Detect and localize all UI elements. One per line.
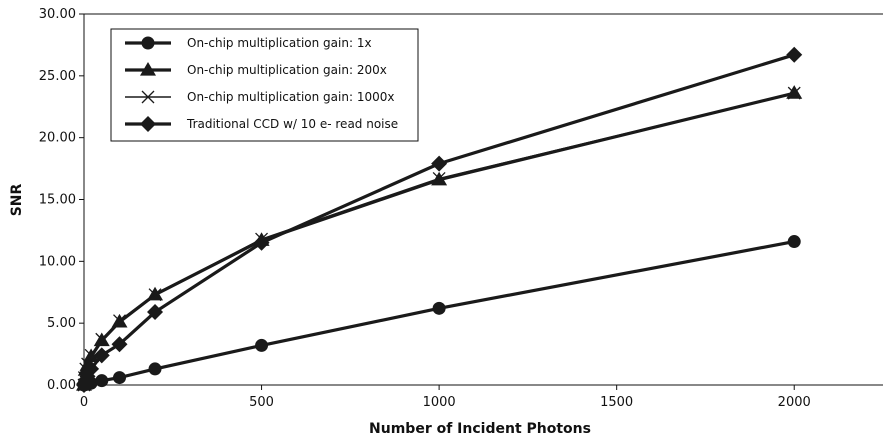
x-axis-title: Number of Incident Photons — [369, 421, 591, 437]
data-point-x — [432, 172, 446, 185]
data-point-diamond — [786, 46, 803, 63]
data-point-circle — [432, 301, 446, 315]
legend-label: On-chip multiplication gain: 1x — [187, 36, 372, 50]
y-tick-label: 30.00 — [39, 7, 76, 22]
y-axis-title: SNR — [9, 183, 25, 216]
data-point-diamond — [83, 360, 100, 377]
x-tick-label: 0 — [80, 395, 88, 410]
data-point-x — [787, 86, 801, 100]
data-point-x — [95, 332, 109, 346]
data-point-circle — [255, 338, 269, 352]
legend-marker-triangle — [140, 62, 156, 76]
x-tick-label: 1500 — [600, 395, 633, 410]
data-point-circle — [95, 374, 109, 388]
data-point-x — [113, 314, 126, 328]
legend-box — [110, 28, 419, 142]
data-point-x — [148, 288, 162, 302]
legend-label: On-chip multiplication gain: 1000x — [187, 90, 394, 104]
y-tick-label: 25.00 — [39, 69, 76, 84]
legend-label: On-chip multiplication gain: 200x — [187, 63, 387, 77]
data-point-triangle — [786, 85, 803, 99]
tick-labels: 0.00 5.00 10.00 15.00 20.00 25.00 30.00 0 500 100… — [39, 7, 811, 410]
legend-marker-diamond — [140, 116, 156, 132]
legend-marker-circle — [141, 36, 155, 50]
series-4 — [76, 46, 803, 393]
y-tick-label: 15.00 — [39, 193, 76, 208]
y-tick-label: 5.00 — [47, 316, 76, 331]
data-point-circle — [113, 371, 127, 385]
x-tick-label: 1000 — [423, 395, 456, 410]
data-point-diamond — [147, 304, 164, 321]
data-point-diamond — [93, 347, 110, 364]
legend-marker-x — [141, 90, 155, 104]
x-tick-label: 500 — [249, 395, 274, 410]
y-tick-label: 10.00 — [39, 254, 76, 269]
series-1 — [77, 235, 801, 392]
data-point-diamond — [111, 336, 128, 353]
data-point-x — [84, 348, 98, 362]
y-tick-label: 0.00 — [47, 378, 76, 393]
y-tick-label: 20.00 — [39, 131, 76, 146]
series-group — [76, 46, 803, 393]
data-point-diamond — [253, 234, 270, 251]
data-point-diamond — [431, 155, 448, 172]
data-point-circle — [787, 235, 801, 249]
x-tick-label: 2000 — [778, 395, 811, 410]
legend: On-chip multiplication gain: 1x On-chip m… — [110, 28, 419, 142]
data-point-circle — [148, 362, 162, 376]
legend-label: Traditional CCD w/ 10 e- read noise — [186, 117, 398, 131]
